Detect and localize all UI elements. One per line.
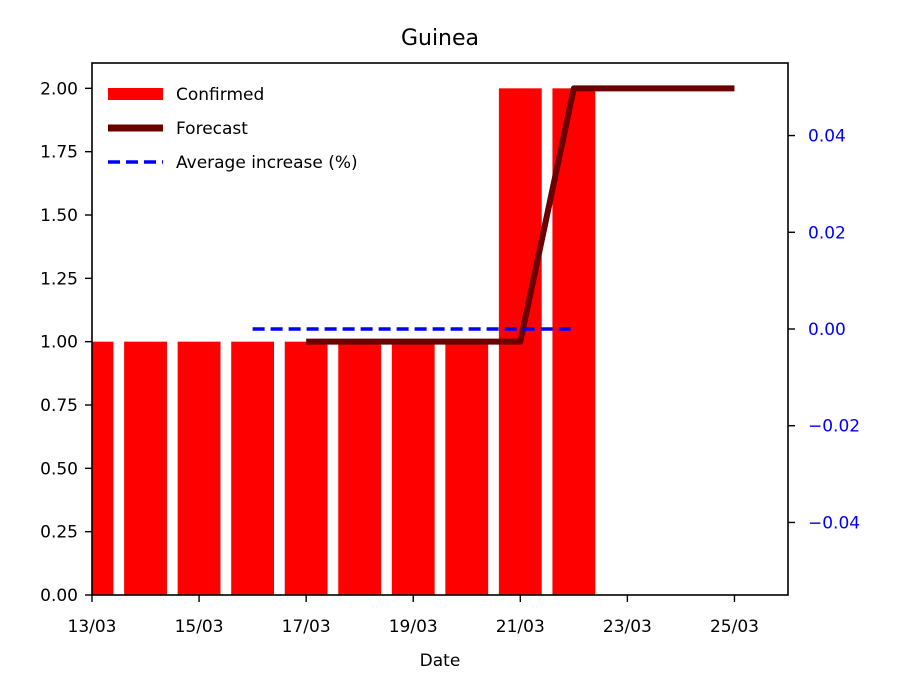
y-tick-label-right: 0.00: [808, 320, 846, 340]
y-tick-label-left: 1.50: [40, 206, 78, 226]
legend: Confirmed Forecast Average increase (%): [108, 85, 358, 173]
legend-swatch-confirmed: [108, 88, 163, 100]
y-tick-label-left: 0.25: [40, 523, 78, 543]
x-tick-label: 13/03: [68, 617, 117, 637]
line-forecast: [306, 85, 735, 345]
y-axis-right: −0.04 −0.02 0.00 0.02 0.04: [788, 127, 860, 533]
y-tick-label-left: 2.00: [40, 79, 78, 99]
legend-label-forecast: Forecast: [176, 119, 248, 139]
legend-label-average-increase-: Average increase (%): [176, 153, 358, 173]
bar-confirmed-1: [124, 341, 167, 595]
bar-confirmed-3: [231, 341, 275, 595]
bar-confirmed-2: [177, 341, 221, 595]
x-axis: 13/03 15/03 17/03 19/03 21/03 23/03 25/03: [68, 595, 759, 637]
legend-label-confirmed: Confirmed: [176, 85, 264, 105]
bars-layer: [92, 88, 596, 595]
x-tick-label: 19/03: [389, 617, 438, 637]
y-tick-label-right: 0.04: [808, 127, 846, 147]
y-tick-label-left: 1.25: [40, 269, 78, 289]
y-tick-label-left: 1.00: [40, 333, 78, 353]
bar-confirmed-6: [391, 341, 435, 595]
bar-confirmed-7: [445, 341, 489, 595]
x-tick-label: 23/03: [603, 617, 652, 637]
x-tick-label: 15/03: [175, 617, 224, 637]
y-axis-left: 0.00 0.25 0.50 0.75 1.00 1.25 1.50 1.75 2.00: [40, 79, 92, 606]
bar-confirmed-9: [552, 88, 596, 595]
bar-confirmed-0: [92, 341, 114, 595]
y-tick-label-right: −0.04: [808, 513, 860, 533]
x-tick-label: 21/03: [496, 617, 545, 637]
y-tick-label-left: 0.75: [40, 396, 78, 416]
lines-layer: [252, 85, 735, 345]
bar-confirmed-4: [284, 341, 328, 595]
x-tick-label: 17/03: [282, 617, 331, 637]
y-tick-label-left: 0.50: [40, 459, 78, 479]
y-tick-label-left: 1.75: [40, 143, 78, 163]
x-tick-label: 25/03: [710, 617, 759, 637]
bar-confirmed-5: [338, 341, 382, 595]
x-axis-label: Date: [420, 651, 461, 671]
y-tick-label-right: −0.02: [808, 417, 860, 437]
y-tick-label-left: 0.00: [40, 586, 78, 606]
y-tick-label-right: 0.02: [808, 223, 846, 243]
chart-title: Guinea: [401, 26, 479, 51]
